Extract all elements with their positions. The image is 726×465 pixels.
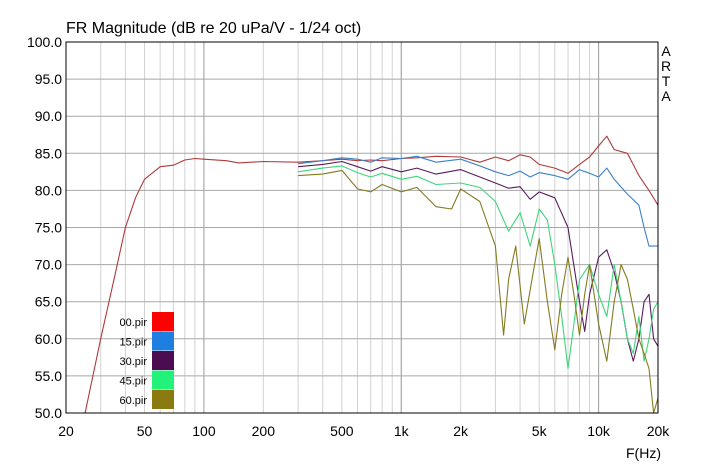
legend-swatch xyxy=(152,370,174,390)
y-tick-label: 65.0 xyxy=(35,294,62,310)
y-tick-label: 95.0 xyxy=(35,71,62,87)
side-label-letter: T xyxy=(662,73,671,89)
chart-title: FR Magnitude (dB re 20 uPa/V - 1/24 oct) xyxy=(66,20,361,37)
series-line-15-pir xyxy=(298,155,658,247)
y-tick-label: 90.0 xyxy=(35,108,62,124)
x-tick-label: 500 xyxy=(330,423,354,439)
legend-label: 00.pir xyxy=(119,317,147,329)
legend-swatch xyxy=(152,390,174,409)
x-tick-label: 10k xyxy=(587,423,611,439)
x-tick-label: 5k xyxy=(532,423,548,439)
series-line-60-pir xyxy=(298,169,658,413)
series-line-45-pir xyxy=(298,165,658,370)
legend-swatch xyxy=(152,312,174,331)
series-layer xyxy=(84,135,658,413)
side-label-letter: A xyxy=(661,43,671,59)
legend-swatch xyxy=(152,351,174,370)
y-tick-label: 60.0 xyxy=(35,331,62,347)
y-tick-label: 55.0 xyxy=(35,368,62,384)
x-tick-label: 100 xyxy=(192,423,216,439)
x-tick-labels: 20 50 100 200 500 1k 2k 5k 10k 20k xyxy=(58,423,670,439)
x-tick-label: 50 xyxy=(137,423,153,439)
y-tick-label: 70.0 xyxy=(35,257,62,273)
y-tick-labels: 100.0 95.0 90.0 85.0 80.0 75.0 70.0 65.0 60.0 55.… xyxy=(27,34,62,421)
x-tick-label: 2k xyxy=(453,423,469,439)
series-line-00-pir xyxy=(84,135,658,413)
side-label-letter: A xyxy=(661,88,671,104)
legend-label: 60.pir xyxy=(119,395,147,407)
x-tick-label: 1k xyxy=(394,423,410,439)
legend-swatch xyxy=(152,331,174,351)
y-tick-label: 100.0 xyxy=(27,34,62,50)
x-tick-label: 200 xyxy=(252,423,276,439)
x-axis-label: F(Hz) xyxy=(626,445,661,461)
legend: 00.pir 15.pir 30.pir 45.pir 60.pir xyxy=(119,312,174,409)
plot-frame xyxy=(65,41,659,414)
legend-label: 15.pir xyxy=(119,337,147,349)
y-tick-label: 85.0 xyxy=(35,145,62,161)
y-tick-label: 75.0 xyxy=(35,220,62,236)
x-tick-label: 20 xyxy=(58,423,74,439)
side-label-letter: R xyxy=(661,58,671,74)
y-tick-label: 80.0 xyxy=(35,182,62,198)
y-tick-label: 50.0 xyxy=(35,405,62,421)
x-tick-label: 20k xyxy=(647,423,671,439)
legend-label: 45.pir xyxy=(119,376,147,388)
series-line-30-pir xyxy=(298,160,658,362)
legend-label: 30.pir xyxy=(119,356,147,368)
